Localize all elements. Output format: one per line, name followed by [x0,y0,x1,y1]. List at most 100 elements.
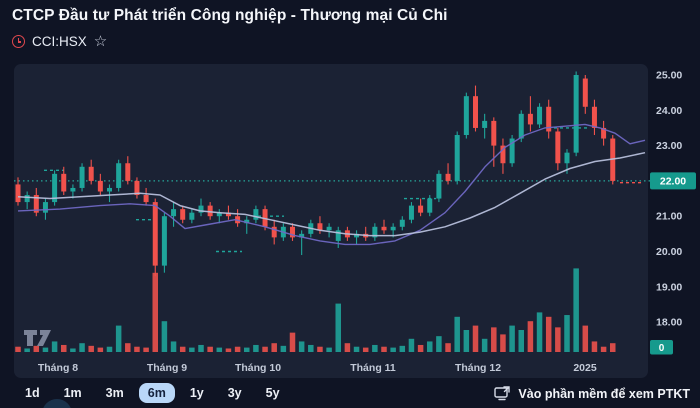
volume-bar [125,343,131,352]
monitor-external-icon [494,386,511,401]
volume-bar [582,325,589,352]
time-axis-label: 2025 [573,362,597,374]
candle-body [143,195,149,203]
volume-bar [33,345,40,352]
candle-body [61,173,67,192]
volume-bar [335,303,341,352]
volume-bar [463,330,470,352]
candle-body [180,209,186,220]
star-icon[interactable]: ☆ [93,33,108,50]
time-axis-label: Tháng 8 [38,362,78,374]
candle-body [418,205,424,213]
candle-body [555,131,561,164]
candle-body [79,166,85,188]
volume-bar [271,343,277,352]
volume-bar [491,327,497,352]
open-in-app-link[interactable]: Vào phần mềm để xem PTKT [494,386,690,401]
candle-body [161,216,167,266]
candle-body [299,233,305,238]
candle-body [591,106,597,128]
candle-body [216,212,222,217]
current-price-badge [650,172,696,190]
volume-bar [88,345,94,352]
clock-icon [12,35,25,48]
timeframe-button-6m[interactable]: 6m [138,383,175,403]
time-axis-label: Tháng 11 [350,362,396,374]
volume-bar [509,325,515,352]
volume-bar [51,341,58,352]
volume-bar [408,338,415,352]
volume-bar [97,347,104,352]
candle-body [546,106,552,132]
volume-bar [134,346,140,352]
volume-bar [555,327,561,352]
candle-body [381,226,387,231]
timeframe-button-1y[interactable]: 1y [181,383,213,403]
price-axis-label: 25.00 [656,70,682,82]
volume-bar [234,346,241,352]
volume-bar [500,334,506,352]
candle-body [70,187,76,192]
volume-bar [42,347,49,352]
candle-body [253,209,259,220]
timeframe-button-1d[interactable]: 1d [16,383,49,403]
volume-bar [344,343,351,352]
candle-body [527,113,533,125]
volume-bar [24,348,30,352]
page-title: CTCP Đầu tư Phát triển Công nghiệp - Thư… [12,7,448,24]
volume-bar [262,346,268,352]
timeframe-button-5y[interactable]: 5y [257,383,289,403]
ma-fast-line [17,123,646,246]
candle-body [317,223,323,231]
volume-bar [143,347,149,352]
volume-bar [600,346,607,352]
candle-body [399,219,405,227]
symbol-label: CCI:HSX [32,34,87,49]
candle-body [88,166,94,181]
candle-body [473,96,478,128]
volume-bar [189,347,195,352]
volume-bar [253,344,259,352]
tradingview-logo [37,330,51,346]
volume-bar [372,344,378,352]
volume-bar [610,343,616,352]
volume-bar [225,348,232,352]
volume-bar [152,272,158,352]
volume-zero-badge [650,340,673,355]
volume-bar [472,325,479,352]
price-axis-label: 23.00 [656,140,682,152]
volume-bar [454,316,460,352]
timeframe-button-3y[interactable]: 3y [219,383,251,403]
candle-body [152,202,158,266]
volume-bar [198,344,204,352]
candle-body [33,195,39,213]
volume-bar [106,346,113,352]
volume-zero-badge-label: 0 [659,343,665,354]
candle-body [518,113,524,139]
volume-bar [289,332,296,352]
timeframe-toolbar: 1d 1m 3m 6m 1y 3y 5y [16,383,289,403]
timeframe-button-1m[interactable]: 1m [55,383,91,403]
price-axis-label: 20.00 [656,246,682,258]
volume-bar [527,321,534,352]
candle-body [445,173,451,181]
price-axis-label: 18.00 [656,317,682,329]
candle-body [97,180,103,192]
candle-body [326,226,332,231]
timeframe-button-3m[interactable]: 3m [97,383,133,403]
candle-body [225,212,231,217]
volume-bar [179,346,186,352]
candle-body [491,120,497,146]
candle-body [482,120,488,128]
candle-body [463,96,469,136]
candle-body [290,226,295,238]
volume-bar [436,336,442,352]
volume-bar [170,341,177,352]
volume-bar [381,346,387,352]
candle-body [582,78,588,107]
volume-bar [298,341,305,352]
candle-body [573,75,579,153]
volume-bar [417,344,424,352]
volume-bar [317,346,323,352]
